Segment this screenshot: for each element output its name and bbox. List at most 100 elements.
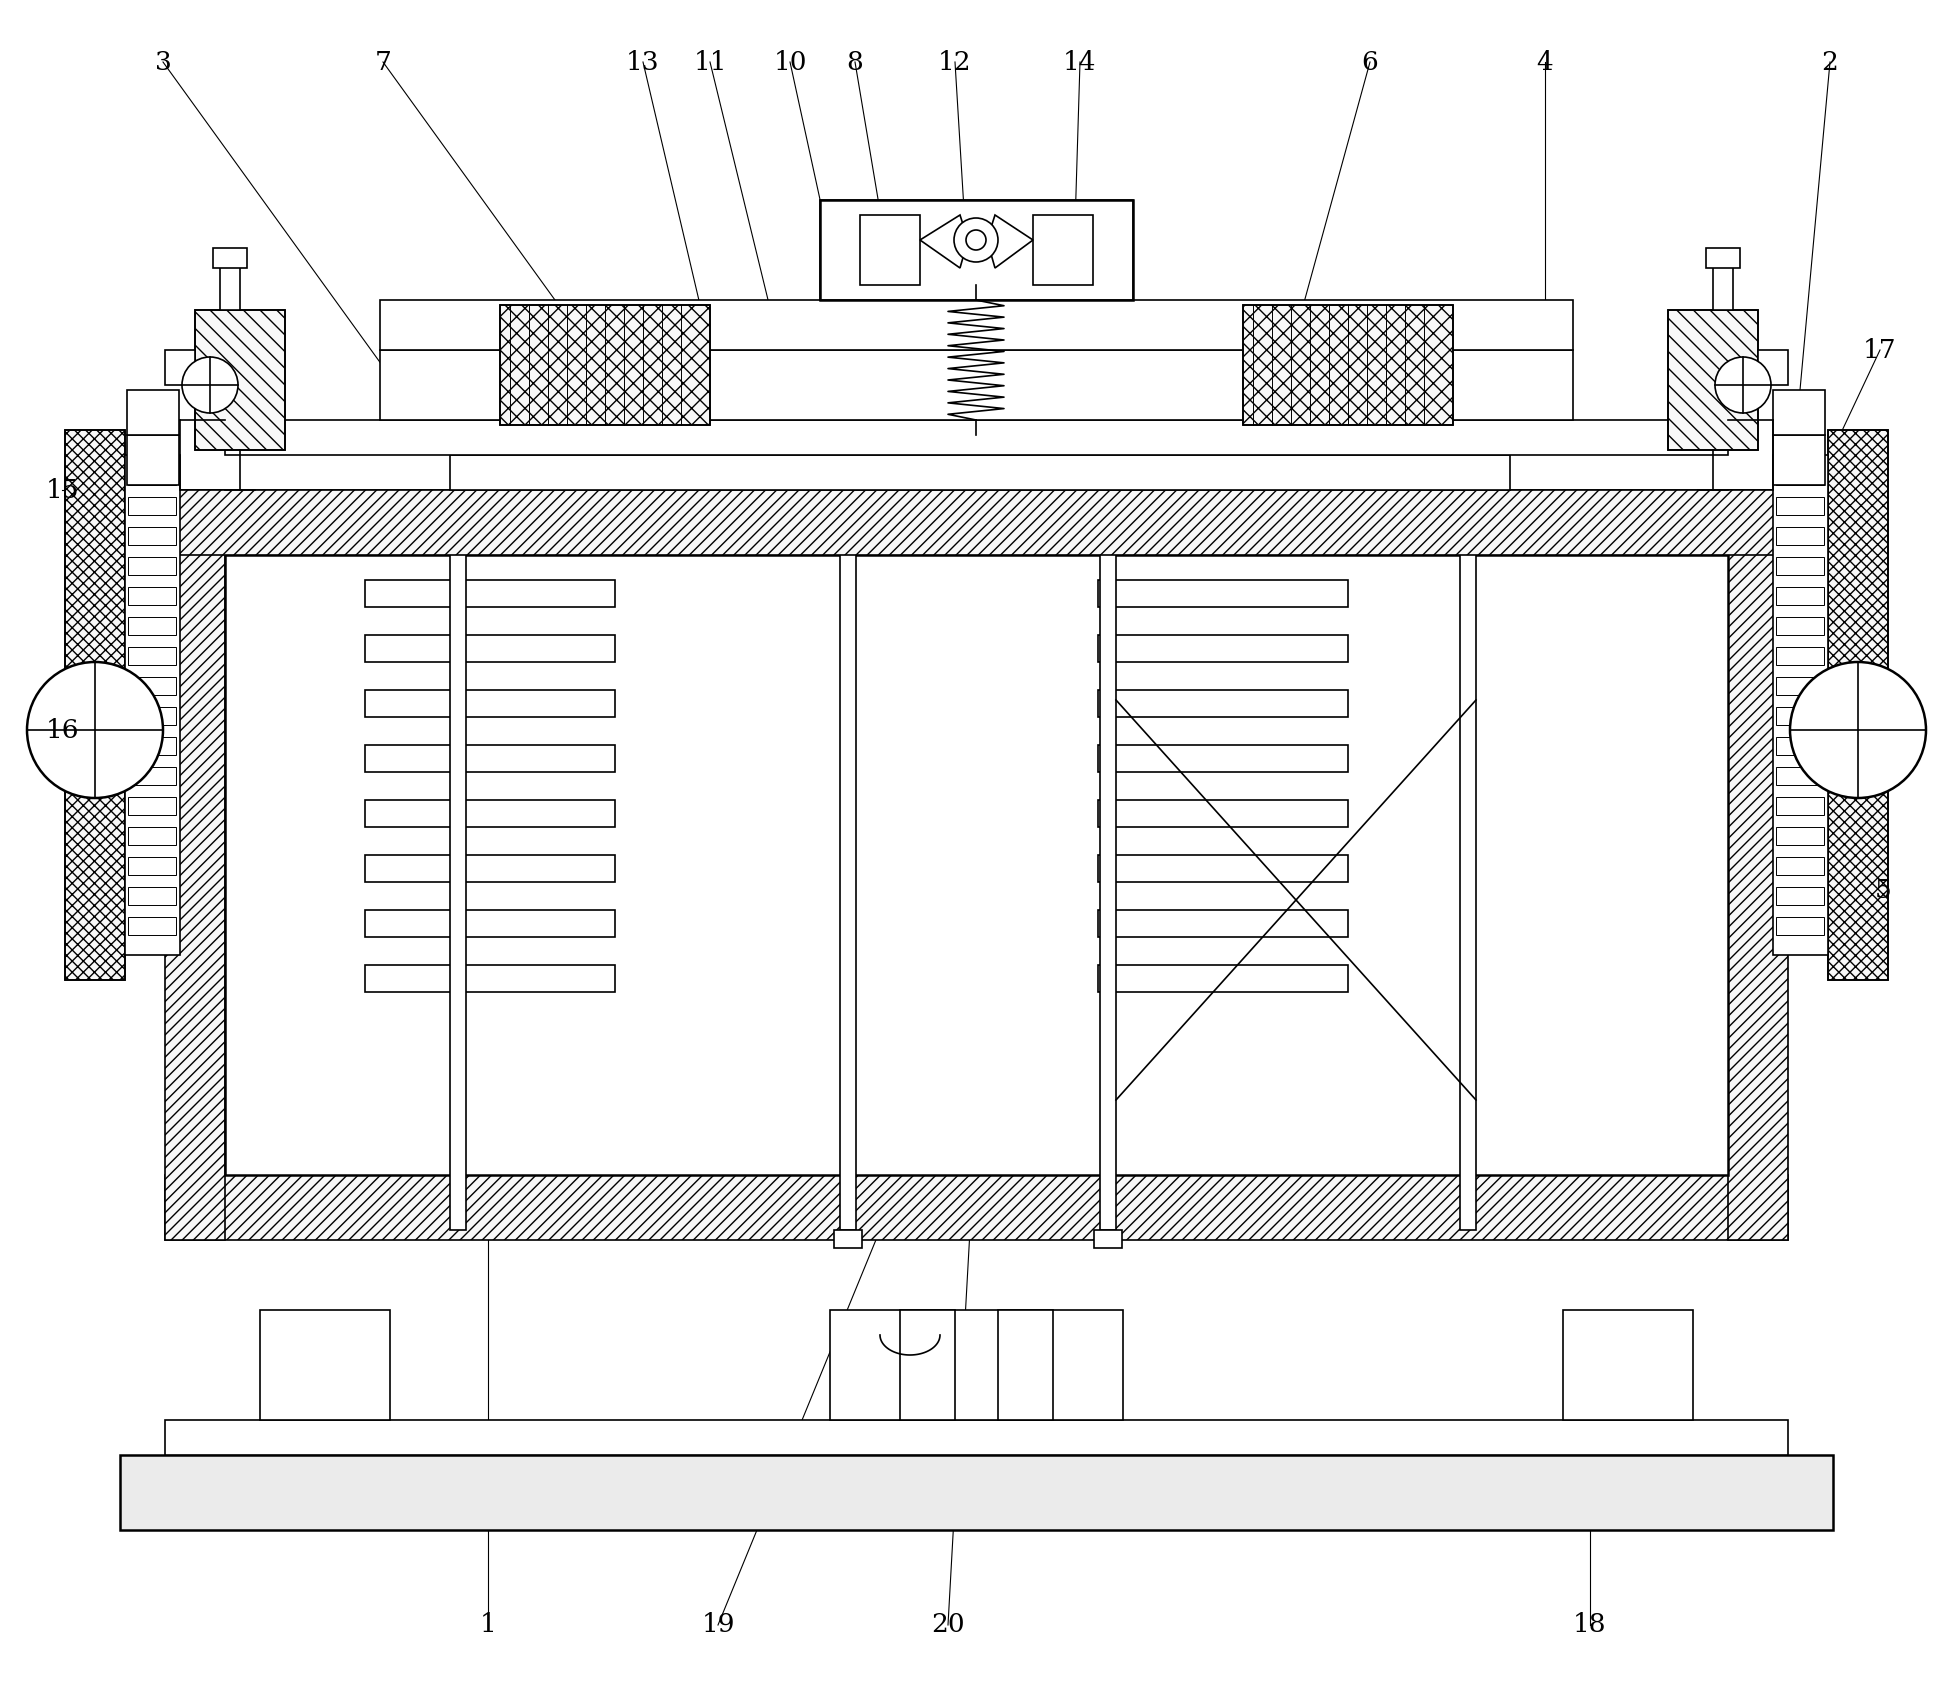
Bar — [129, 738, 176, 755]
Bar — [1775, 496, 1824, 515]
Bar — [213, 248, 246, 268]
Bar — [1461, 490, 1476, 1231]
Bar — [1562, 1310, 1693, 1420]
Bar — [859, 214, 920, 285]
Bar — [129, 766, 176, 785]
Bar — [1728, 490, 1789, 1241]
Bar — [129, 827, 176, 846]
Text: 14: 14 — [1062, 49, 1098, 74]
Bar — [164, 490, 1789, 555]
Bar — [1775, 886, 1824, 905]
Bar — [1773, 390, 1824, 436]
Bar — [900, 1310, 955, 1420]
Bar — [164, 1420, 1789, 1455]
Bar — [125, 456, 180, 955]
Bar — [365, 635, 615, 662]
Bar — [1758, 349, 1789, 385]
Bar — [381, 349, 1572, 420]
Bar — [1775, 677, 1824, 695]
Bar — [365, 856, 615, 883]
Bar — [1775, 827, 1824, 846]
Bar — [129, 587, 176, 604]
Bar — [64, 430, 125, 981]
Bar — [129, 917, 176, 935]
Bar — [119, 1455, 1834, 1529]
Bar — [1775, 618, 1824, 635]
Bar — [820, 199, 1133, 300]
Text: 5: 5 — [1875, 878, 1891, 903]
Bar — [129, 618, 176, 635]
Bar — [1098, 690, 1348, 717]
Bar — [164, 1175, 1789, 1241]
Circle shape — [967, 230, 986, 250]
Bar — [164, 490, 1789, 555]
Bar — [129, 707, 176, 726]
Bar — [365, 800, 615, 827]
Text: 16: 16 — [45, 717, 78, 743]
Bar — [127, 390, 180, 436]
Bar — [1707, 248, 1740, 268]
Circle shape — [27, 662, 162, 798]
Text: 2: 2 — [1822, 49, 1838, 74]
Bar — [1775, 917, 1824, 935]
Bar — [834, 1231, 861, 1247]
Bar — [1098, 581, 1348, 608]
Circle shape — [1791, 662, 1926, 798]
Bar — [195, 311, 285, 451]
Bar — [820, 199, 1133, 300]
Bar — [1098, 856, 1348, 883]
Bar — [1775, 647, 1824, 665]
Bar — [500, 306, 711, 425]
Bar — [1098, 635, 1348, 662]
Bar — [840, 490, 855, 1231]
Bar — [1242, 306, 1453, 425]
Bar — [1775, 766, 1824, 785]
Bar — [1098, 800, 1348, 827]
Bar — [1828, 430, 1889, 981]
Bar — [225, 555, 1728, 1175]
Bar — [449, 490, 467, 1231]
Bar — [1775, 468, 1824, 484]
Text: 6: 6 — [1361, 49, 1379, 74]
Polygon shape — [920, 214, 969, 268]
Bar — [1775, 738, 1824, 755]
Bar — [129, 647, 176, 665]
Bar — [449, 456, 1510, 490]
Bar — [1668, 311, 1758, 451]
Bar — [164, 349, 195, 385]
Bar — [129, 858, 176, 874]
Bar — [1775, 707, 1824, 726]
Bar — [1094, 1231, 1123, 1247]
Bar — [64, 430, 125, 981]
Bar — [129, 677, 176, 695]
Bar — [1775, 858, 1824, 874]
Bar — [260, 1310, 391, 1420]
Text: 4: 4 — [1537, 49, 1553, 74]
Text: 18: 18 — [1574, 1612, 1607, 1637]
Bar — [365, 910, 615, 937]
Bar — [129, 797, 176, 815]
Bar — [365, 581, 615, 608]
Bar — [1098, 910, 1348, 937]
Bar — [129, 468, 176, 484]
Bar — [129, 496, 176, 515]
Bar — [1668, 311, 1758, 451]
Bar — [1100, 490, 1115, 1231]
Text: 12: 12 — [937, 49, 973, 74]
Bar — [998, 1310, 1053, 1420]
Bar — [164, 490, 225, 1241]
Bar — [129, 886, 176, 905]
Text: 8: 8 — [846, 49, 863, 74]
Text: 11: 11 — [693, 49, 727, 74]
Bar — [1773, 436, 1824, 484]
Bar — [365, 690, 615, 717]
Bar — [830, 1310, 1123, 1420]
Bar — [381, 300, 1572, 349]
Circle shape — [1715, 356, 1771, 414]
Text: 19: 19 — [701, 1612, 734, 1637]
Bar — [1033, 214, 1094, 285]
Text: 15: 15 — [45, 478, 78, 503]
Bar — [1098, 966, 1348, 993]
Polygon shape — [986, 214, 1033, 268]
Bar — [365, 744, 615, 771]
